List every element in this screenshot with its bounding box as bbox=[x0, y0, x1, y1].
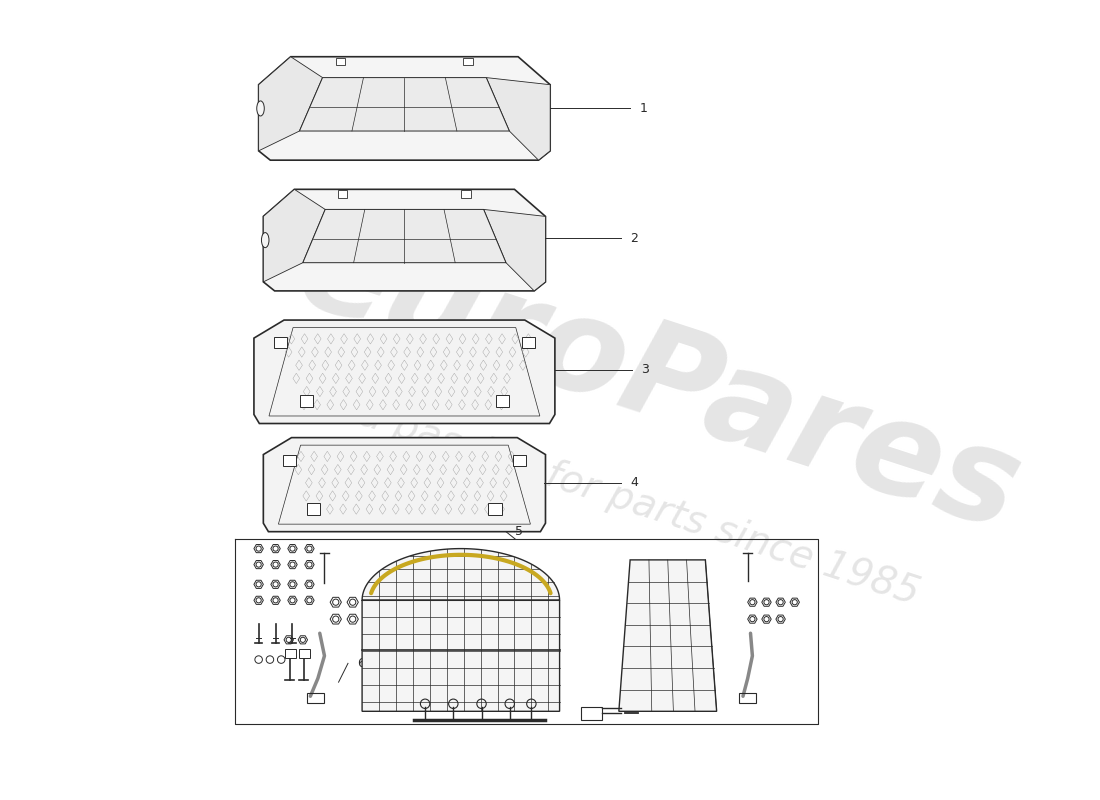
Bar bbox=[513, 454, 526, 466]
Bar bbox=[488, 503, 502, 514]
Polygon shape bbox=[299, 78, 509, 131]
Text: 3: 3 bbox=[641, 363, 649, 377]
Bar bbox=[274, 337, 287, 348]
Polygon shape bbox=[302, 210, 506, 262]
Polygon shape bbox=[263, 438, 546, 532]
Polygon shape bbox=[258, 57, 550, 160]
Bar bbox=[496, 395, 509, 406]
Polygon shape bbox=[486, 78, 550, 160]
Bar bbox=[336, 58, 345, 65]
Bar bbox=[522, 337, 535, 348]
Polygon shape bbox=[263, 190, 546, 291]
Bar bbox=[338, 190, 348, 198]
Polygon shape bbox=[258, 57, 322, 151]
Text: 4: 4 bbox=[630, 476, 638, 490]
Bar bbox=[307, 694, 323, 703]
Bar bbox=[307, 503, 320, 514]
Text: 5: 5 bbox=[516, 525, 524, 538]
Text: 1: 1 bbox=[639, 102, 648, 115]
Text: 6: 6 bbox=[358, 657, 365, 670]
Bar bbox=[283, 454, 296, 466]
Bar bbox=[739, 694, 756, 703]
Bar bbox=[461, 190, 471, 198]
Polygon shape bbox=[362, 549, 560, 711]
Text: euroPares: euroPares bbox=[282, 205, 1035, 558]
Bar bbox=[285, 650, 296, 658]
Bar bbox=[299, 650, 310, 658]
Text: a passion for parts since 1985: a passion for parts since 1985 bbox=[354, 394, 925, 612]
Ellipse shape bbox=[262, 233, 270, 248]
Bar bbox=[463, 58, 473, 65]
Polygon shape bbox=[619, 560, 717, 711]
Polygon shape bbox=[484, 210, 546, 291]
Bar bbox=[299, 395, 312, 406]
Polygon shape bbox=[263, 190, 326, 282]
Ellipse shape bbox=[256, 101, 264, 116]
Bar bbox=[581, 706, 602, 720]
Text: 2: 2 bbox=[630, 232, 638, 245]
Polygon shape bbox=[254, 320, 554, 423]
